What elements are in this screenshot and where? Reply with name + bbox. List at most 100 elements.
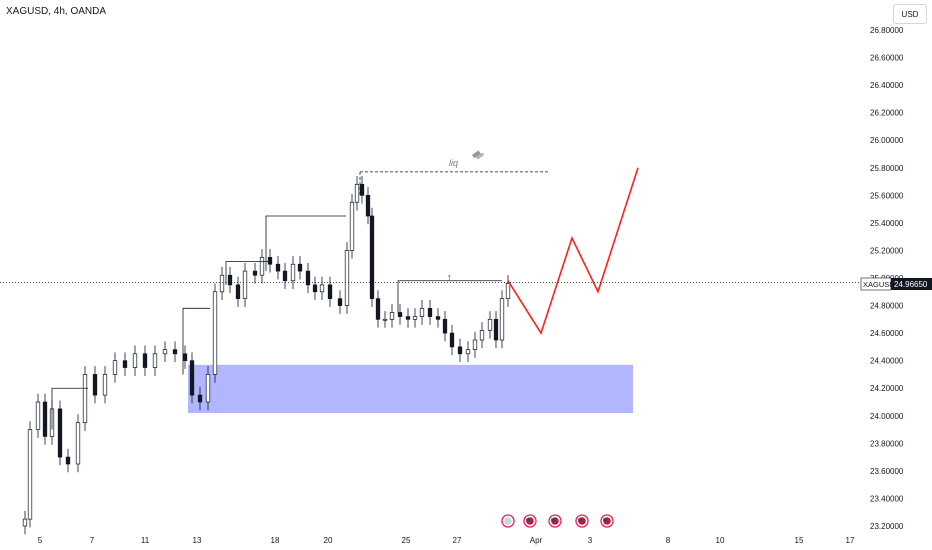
candle-body	[259, 256, 265, 276]
liq-marker-icon	[472, 150, 485, 160]
last-price-label: XAGUSD 24.96650	[860, 277, 932, 291]
candle-body	[397, 312, 403, 317]
candle-body	[112, 360, 118, 375]
candle-body	[427, 307, 433, 317]
x-tick-label: 5	[38, 536, 43, 545]
x-tick-label: 17	[846, 536, 855, 545]
x-tick-label: 18	[271, 536, 280, 545]
candle-body	[275, 263, 281, 272]
candle-body	[132, 353, 138, 368]
candle-body	[172, 349, 178, 355]
y-tick-label: 24.80000	[870, 302, 904, 311]
candle-body	[319, 284, 325, 293]
x-tick-label: 15	[795, 536, 804, 545]
candle-body	[162, 349, 168, 355]
y-tick-label: 23.80000	[870, 439, 904, 448]
candle-body	[337, 298, 343, 306]
candle-body	[499, 298, 505, 341]
candle-body	[267, 256, 273, 265]
candle-body	[327, 284, 333, 300]
candle-body	[182, 353, 188, 362]
chart-title: XAGUSD, 4h, OANDA	[6, 6, 107, 17]
candle-body	[219, 274, 225, 293]
candle-body	[305, 270, 311, 286]
us-flag-event-icon	[600, 514, 614, 528]
candle-body	[369, 215, 375, 300]
structure-line	[51, 387, 88, 430]
us-flag-event-icon	[523, 514, 537, 528]
x-tick-label: 8	[666, 536, 671, 545]
candle-body	[505, 283, 511, 300]
us-flag-event-icon	[548, 514, 562, 528]
candle-body	[152, 353, 158, 368]
candle-body	[312, 284, 318, 293]
demand-zone[interactable]	[188, 364, 633, 414]
candle-body	[65, 456, 71, 465]
candle-body	[435, 316, 441, 320]
y-axis: 26.80000 26.60000 26.40000 26.20000 26.00000…	[870, 26, 904, 531]
x-tick-label: 7	[90, 536, 95, 545]
lightning-event-icon	[501, 514, 515, 528]
x-tick-label: 13	[193, 536, 202, 545]
candle-body	[405, 316, 411, 320]
candle-body	[235, 284, 241, 300]
y-tick-label: 26.40000	[870, 81, 904, 90]
candle-body	[344, 250, 350, 306]
candle-body	[282, 270, 288, 282]
candle-body	[389, 312, 395, 320]
candle-body	[412, 316, 418, 320]
last-price-symbol: XAGUSD	[863, 280, 895, 289]
candle-body	[35, 401, 41, 430]
y-tick-label: 26.00000	[870, 136, 904, 145]
x-tick-label: 27	[453, 536, 462, 545]
up-arrow-icon: ↑	[447, 272, 452, 282]
currency-button[interactable]: USD	[893, 4, 927, 24]
candle-body	[142, 353, 148, 368]
y-tick-label: 23.60000	[870, 467, 904, 476]
candle-body	[102, 374, 108, 396]
candle-body	[359, 183, 365, 196]
candle-body	[57, 408, 63, 458]
y-tick-label: 24.40000	[870, 357, 904, 366]
candle-body	[122, 360, 128, 368]
y-tick-label: 25.80000	[870, 164, 904, 173]
x-tick-label: 3	[588, 536, 593, 545]
y-tick-label: 24.00000	[870, 412, 904, 421]
candle-body	[472, 339, 478, 350]
last-price-value: 24.96650	[894, 280, 928, 289]
x-tick-label: Apr	[530, 536, 543, 545]
candle-body	[27, 429, 33, 520]
structure-line	[265, 215, 346, 272]
candle-body	[465, 349, 471, 355]
candle-body	[227, 274, 233, 286]
candle-body	[449, 332, 455, 348]
structure-line	[225, 261, 268, 285]
y-tick-label: 23.20000	[870, 522, 904, 531]
x-axis: 5 7 11 13 18 20 25 27 Apr 3 8 10 15 17	[38, 536, 855, 545]
candle-body	[189, 360, 195, 396]
candle-body	[82, 374, 88, 424]
candle-body	[92, 374, 98, 396]
candle-body	[382, 318, 388, 321]
liq-label: liq	[449, 158, 458, 168]
x-tick-label: 25	[402, 536, 411, 545]
y-tick-label: 23.40000	[870, 494, 904, 503]
us-flag-event-icon	[575, 514, 589, 528]
y-tick-label: 26.20000	[870, 109, 904, 118]
x-tick-label: 11	[141, 536, 150, 545]
candle-body	[354, 183, 360, 203]
structure-line	[182, 307, 210, 375]
projection-path[interactable]	[507, 167, 639, 335]
structure-line	[397, 280, 502, 313]
candle-body	[205, 374, 211, 403]
candle-body	[442, 318, 448, 334]
candle-body	[22, 518, 28, 527]
candle-body	[290, 263, 296, 282]
candle-body	[375, 298, 381, 320]
y-tick-label: 26.60000	[870, 54, 904, 63]
candle-body	[212, 291, 218, 375]
candle-body	[365, 194, 371, 217]
event-icons	[501, 514, 614, 528]
y-tick-label: 25.20000	[870, 246, 904, 255]
